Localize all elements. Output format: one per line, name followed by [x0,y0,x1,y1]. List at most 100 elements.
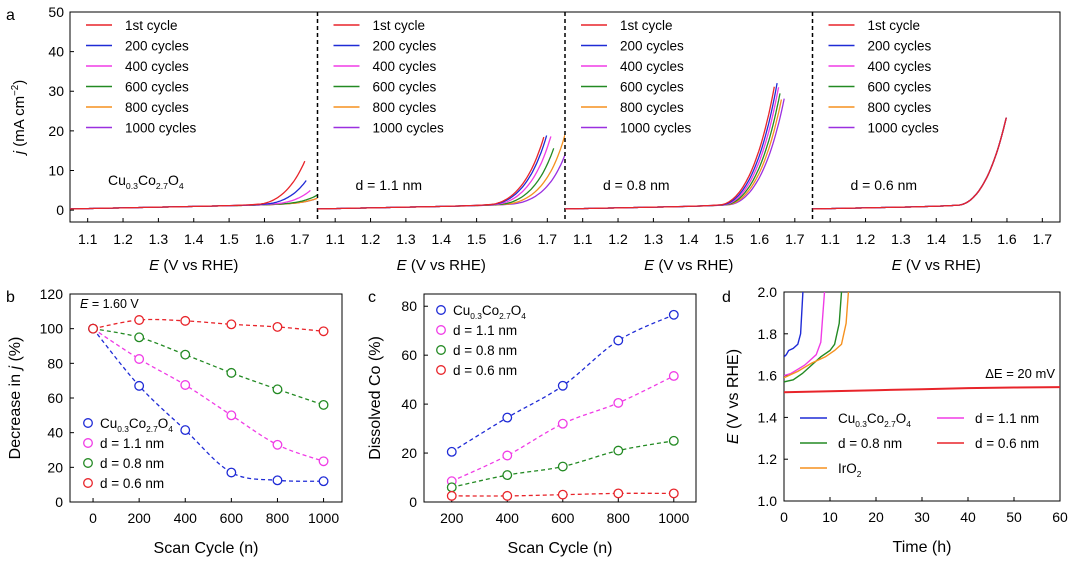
legend-entry: 600 cycles [125,80,189,95]
data-point [318,476,329,487]
legend-entry: d = 1.1 nm [100,436,164,451]
legend-entry: d = 0.8 nm [838,436,902,451]
x-tick-label: 1.3 [149,231,169,247]
y-tick-label: 60 [401,347,417,363]
x-tick-label: 400 [174,510,198,526]
panel-d-curves [784,292,1060,394]
y-tick-label: 100 [40,321,64,337]
panel-b-xlabel: Scan Cycle (n) [154,540,259,557]
legend-entry: 800 cycles [620,100,684,115]
legend-marker [83,438,93,448]
y-tick-label: 30 [48,83,64,99]
y-tick-label: 20 [48,123,64,139]
legend-entry: d = 1.1 nm [453,323,517,338]
fit-line [451,375,675,482]
legend-entry: 800 cycles [125,100,189,115]
legend-marker [436,345,446,355]
data-point [272,475,283,486]
legend-entry: 1st cycle [868,18,921,33]
data-point [668,435,679,446]
panel-c-ylabel: Dissolved Co (%) [367,336,384,460]
data-point [180,425,191,436]
data-point [446,446,457,457]
panel-d-annotation: ΔE = 20 mV [985,366,1055,381]
data-point [668,309,679,320]
panel-a-legend: 1st cycle 200 cycles 400 cycles 600 cycles 8… [581,18,692,136]
panel-label-c: c [368,289,376,306]
data-point [557,489,568,500]
legend-entry: 400 cycles [125,59,189,74]
legend-entry: 600 cycles [620,80,684,95]
y-tick-label: 1.2 [758,451,778,467]
x-tick-label: 1.3 [396,231,416,247]
x-tick-label: 600 [220,510,244,526]
data-point [446,482,457,493]
fit-line [92,318,324,332]
y-tick-label: 40 [47,425,63,441]
panel-b-ylabel: Decrease in j (%) [7,337,24,460]
x-tick-label: 1.2 [856,231,876,247]
legend-entry: 200 cycles [373,39,437,54]
x-tick-label: 1000 [658,510,689,526]
legend-entry: 400 cycles [868,59,932,74]
data-point [557,461,568,472]
legend-marker [436,365,446,375]
x-tick-label: 200 [127,510,151,526]
panel-a-xlabel: E (V vs RHE) [892,257,981,274]
x-tick-label: 1.5 [219,231,239,247]
x-tick-label: 0 [89,510,97,526]
y-tick-label: 1.6 [758,368,778,384]
panel-a-xlabel: E (V vs RHE) [397,257,486,274]
legend-entry: 800 cycles [868,100,932,115]
data-point [134,315,145,325]
data-point [502,450,513,461]
legend-entry: d = 0.6 nm [453,363,517,378]
x-tick-label: 1.6 [750,231,770,247]
y-tick-label: 40 [401,396,417,412]
data-point [272,439,283,450]
panel-c-xlabel: Scan Cycle (n) [508,540,613,557]
legend-entry: Cu0.3Co2.7O4 [838,411,911,429]
x-tick-label: 1.4 [927,231,947,247]
data-point [502,470,513,481]
x-tick-label: 1.1 [820,231,840,247]
curve-600-cycles [317,148,555,210]
legend-entry: 400 cycles [373,59,437,74]
panel-a-sample-label: d = 0.8 nm [603,177,670,193]
curve-1st-cycle [317,136,545,210]
curve-1st-cycle [812,117,1007,210]
y-tick-label: 40 [48,44,64,60]
panel-label-b: b [6,289,15,306]
data-point [613,488,624,499]
curve-400-cycles [317,136,552,210]
legend-marker [83,458,93,468]
panel-a-legend: 1st cycle 200 cycles 400 cycles 600 cycles 8… [333,18,445,136]
data-point [272,321,283,332]
legend-entry: 1000 cycles [620,121,692,136]
data-point [272,384,283,395]
legend-entry: 1000 cycles [373,121,445,136]
panel-a-legend: 1st cycle 200 cycles 400 cycles 600 cycles 8… [828,18,940,136]
panel-b-annotation: E = 1.60 V [80,297,139,311]
x-tick-label: 1.2 [608,231,628,247]
x-tick-label: 1.7 [538,231,558,247]
legend-entry: 1000 cycles [125,121,197,136]
legend-entry: 600 cycles [373,80,437,95]
legend-entry: 1st cycle [373,18,426,33]
data-point [557,380,568,391]
legend-marker [83,478,93,488]
x-tick-label: 20 [868,509,884,525]
curve-200-cycles [317,135,548,210]
x-tick-label: 10 [822,509,838,525]
data-point [88,323,99,334]
legend-entry: Cu0.3Co2.7O4 [453,303,526,321]
panel-d-ylabel: E (V vs RHE) [725,349,742,444]
legend-entry: 200 cycles [868,39,932,54]
x-tick-label: 1.3 [644,231,664,247]
legend-entry: 1000 cycles [868,121,940,136]
data-point [318,326,329,337]
y-tick-label: 1.4 [758,409,778,425]
y-tick-label: 2.0 [758,284,778,300]
panel-label-d: d [722,289,731,306]
panel-a-sample-label: d = 1.1 nm [356,177,423,193]
